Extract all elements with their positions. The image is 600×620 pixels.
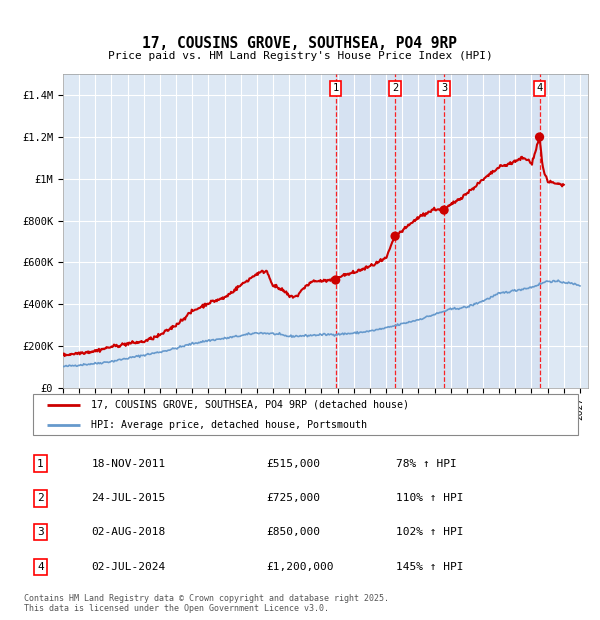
Text: 17, COUSINS GROVE, SOUTHSEA, PO4 9RP: 17, COUSINS GROVE, SOUTHSEA, PO4 9RP [143, 36, 458, 51]
Text: 02-AUG-2018: 02-AUG-2018 [91, 527, 166, 537]
FancyBboxPatch shape [33, 394, 578, 435]
Text: 1: 1 [37, 459, 44, 469]
Bar [335, 74, 539, 388]
Text: 78% ↑ HPI: 78% ↑ HPI [396, 459, 457, 469]
Text: 3: 3 [441, 84, 447, 94]
Text: 18-NOV-2011: 18-NOV-2011 [91, 459, 166, 469]
Text: £1,200,000: £1,200,000 [266, 562, 334, 572]
Text: 1: 1 [332, 84, 339, 94]
Text: 2: 2 [392, 84, 398, 94]
Text: HPI: Average price, detached house, Portsmouth: HPI: Average price, detached house, Port… [91, 420, 367, 430]
Text: 110% ↑ HPI: 110% ↑ HPI [396, 494, 463, 503]
Text: 4: 4 [536, 84, 542, 94]
Text: Price paid vs. HM Land Registry's House Price Index (HPI): Price paid vs. HM Land Registry's House … [107, 51, 493, 61]
Bar [539, 74, 588, 388]
Text: £725,000: £725,000 [266, 494, 320, 503]
Text: 17, COUSINS GROVE, SOUTHSEA, PO4 9RP (detached house): 17, COUSINS GROVE, SOUTHSEA, PO4 9RP (de… [91, 400, 409, 410]
Text: 102% ↑ HPI: 102% ↑ HPI [396, 527, 463, 537]
Text: 24-JUL-2015: 24-JUL-2015 [91, 494, 166, 503]
Point [391, 231, 400, 241]
Point [331, 275, 340, 285]
Text: £515,000: £515,000 [266, 459, 320, 469]
Text: This data is licensed under the Open Government Licence v3.0.: This data is licensed under the Open Gov… [24, 604, 329, 613]
Text: 2: 2 [37, 494, 44, 503]
Text: £850,000: £850,000 [266, 527, 320, 537]
Text: 3: 3 [37, 527, 44, 537]
Text: Contains HM Land Registry data © Crown copyright and database right 2025.: Contains HM Land Registry data © Crown c… [24, 594, 389, 603]
Text: 4: 4 [37, 562, 44, 572]
Text: 02-JUL-2024: 02-JUL-2024 [91, 562, 166, 572]
Point [439, 205, 449, 215]
Point [535, 132, 544, 142]
Text: 145% ↑ HPI: 145% ↑ HPI [396, 562, 463, 572]
